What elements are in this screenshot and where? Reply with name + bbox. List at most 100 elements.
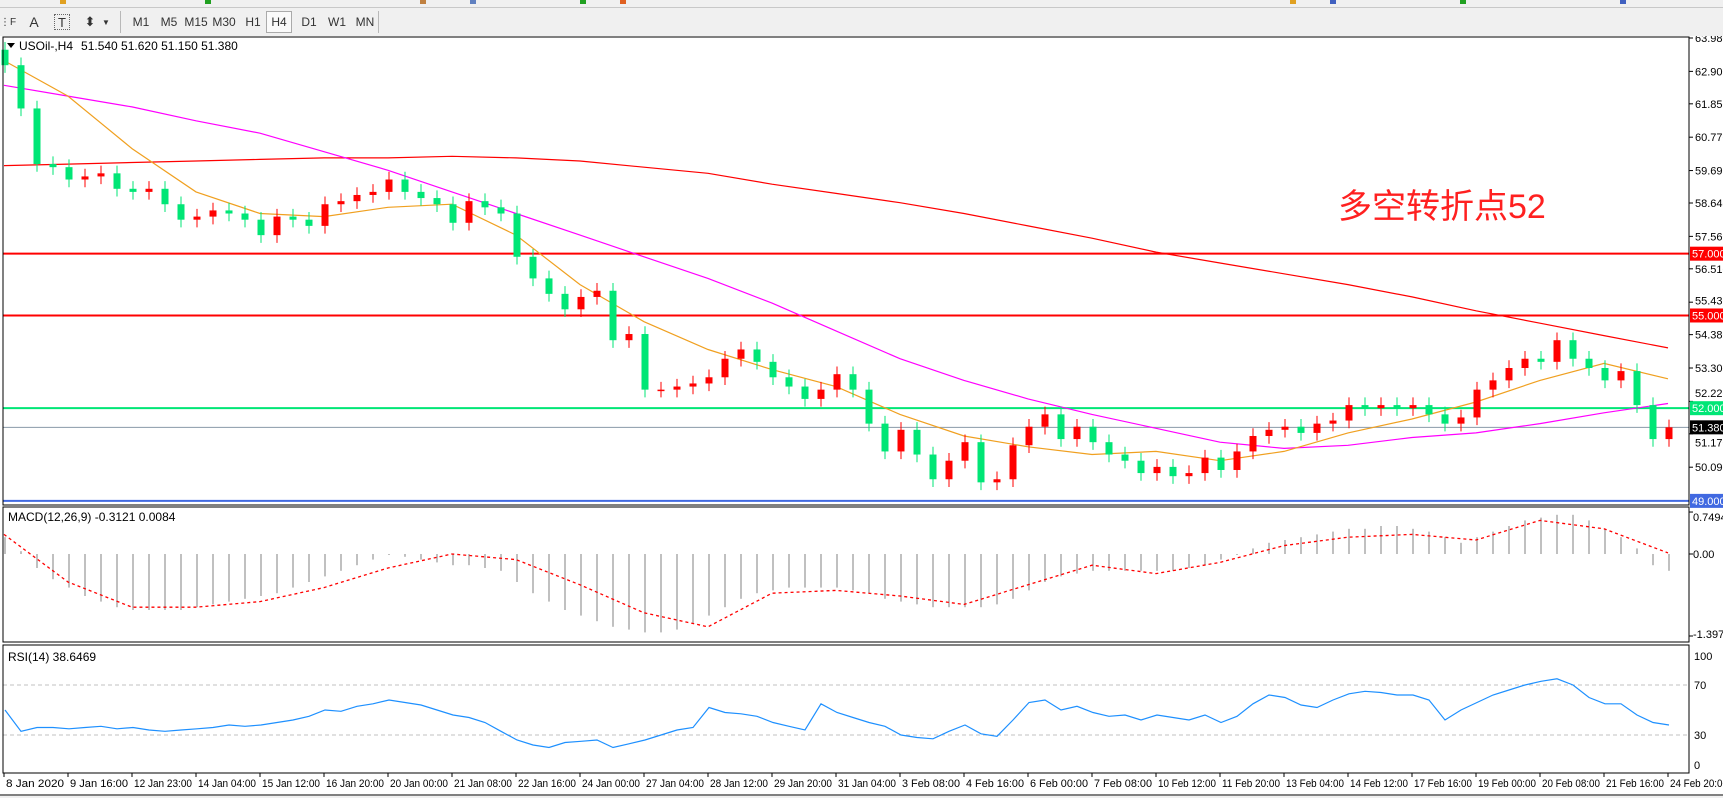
bearish-candle[interactable] xyxy=(401,179,409,192)
rsi-panel[interactable]: 100 70 30 0 xyxy=(3,651,1712,772)
bearish-candle[interactable] xyxy=(417,191,425,199)
bearish-candle[interactable] xyxy=(1057,414,1065,440)
toolbar-icon-fragment[interactable] xyxy=(1620,0,1626,4)
bearish-candle[interactable] xyxy=(1649,405,1657,440)
bearish-candle[interactable] xyxy=(1217,457,1225,470)
bearish-candle[interactable] xyxy=(1361,405,1369,409)
bearish-candle[interactable] xyxy=(609,290,617,341)
bullish-candle[interactable] xyxy=(1313,423,1321,433)
text-label-icon[interactable]: T xyxy=(54,14,70,30)
bearish-candle[interactable] xyxy=(241,213,249,220)
toolbar-icon-fragment[interactable] xyxy=(420,0,426,4)
price-panel[interactable]: 63.980 62.900 61.850 60.770 59.690 58.640 57.5… xyxy=(1,36,1723,508)
bullish-candle[interactable] xyxy=(385,179,393,192)
bearish-candle[interactable] xyxy=(305,219,313,226)
bearish-candle[interactable] xyxy=(529,256,537,279)
bullish-candle[interactable] xyxy=(1153,466,1161,474)
bearish-candle[interactable] xyxy=(49,164,57,168)
toolbar-icon-fragment[interactable] xyxy=(580,0,586,4)
bullish-candle[interactable] xyxy=(1553,340,1561,362)
bearish-candle[interactable] xyxy=(289,216,297,220)
bullish-candle[interactable] xyxy=(1489,380,1497,390)
bullish-candle[interactable] xyxy=(97,173,105,177)
bullish-candle[interactable] xyxy=(1265,429,1273,436)
bullish-candle[interactable] xyxy=(369,191,377,195)
bullish-candle[interactable] xyxy=(465,201,473,223)
grid-f-icon[interactable]: ⋮F xyxy=(0,16,17,28)
bearish-candle[interactable] xyxy=(257,219,265,236)
bearish-candle[interactable] xyxy=(1441,414,1449,424)
bearish-candle[interactable] xyxy=(913,429,921,455)
bullish-candle[interactable] xyxy=(897,429,905,452)
toolbar-icon-fragment[interactable] xyxy=(1330,0,1336,4)
bearish-candle[interactable] xyxy=(977,442,985,483)
chart-window[interactable]: 63.980 62.900 61.850 60.770 59.690 58.640 57.5… xyxy=(0,36,1723,798)
bearish-candle[interactable] xyxy=(1601,368,1609,381)
bearish-candle[interactable] xyxy=(1585,358,1593,369)
bearish-candle[interactable] xyxy=(225,210,233,214)
bearish-candle[interactable] xyxy=(801,386,809,399)
bearish-candle[interactable] xyxy=(65,167,73,180)
bearish-candle[interactable] xyxy=(1169,466,1177,477)
bearish-candle[interactable] xyxy=(865,389,873,424)
bullish-candle[interactable] xyxy=(1185,473,1193,477)
bullish-candle[interactable] xyxy=(721,358,729,378)
bearish-candle[interactable] xyxy=(1137,460,1145,474)
bullish-candle[interactable] xyxy=(993,479,1001,483)
bullish-candle[interactable] xyxy=(945,460,953,480)
timeframe-m5-button[interactable]: M5 xyxy=(160,15,178,29)
bearish-candle[interactable] xyxy=(513,213,521,257)
bullish-candle[interactable] xyxy=(1201,457,1209,474)
timeframe-w1-button[interactable]: W1 xyxy=(328,15,346,29)
bearish-candle[interactable] xyxy=(433,198,441,205)
timeframe-d1-button[interactable]: D1 xyxy=(301,15,317,29)
macd-panel[interactable]: 0.7494 0.00 -1.3973 xyxy=(3,511,1723,641)
toolbar-icon-fragment[interactable] xyxy=(205,0,211,4)
bullish-candle[interactable] xyxy=(81,176,89,180)
bullish-candle[interactable] xyxy=(737,349,745,359)
toolbar-icon-fragment[interactable] xyxy=(1290,0,1296,4)
bearish-candle[interactable] xyxy=(1537,358,1545,362)
bearish-candle[interactable] xyxy=(1425,405,1433,415)
bearish-candle[interactable] xyxy=(1,49,9,66)
bullish-candle[interactable] xyxy=(1041,414,1049,427)
bullish-candle[interactable] xyxy=(1457,417,1465,424)
bullish-candle[interactable] xyxy=(273,216,281,236)
bearish-candle[interactable] xyxy=(161,188,169,205)
bearish-candle[interactable] xyxy=(753,349,761,362)
bearish-candle[interactable] xyxy=(1089,426,1097,443)
toolbar-icon-fragment[interactable] xyxy=(620,0,626,4)
timeframe-m30-button[interactable]: M30 xyxy=(212,15,236,29)
bearish-candle[interactable] xyxy=(881,423,889,452)
bearish-candle[interactable] xyxy=(849,374,857,390)
bearish-candle[interactable] xyxy=(641,334,649,390)
bullish-candle[interactable] xyxy=(209,210,217,217)
bearish-candle[interactable] xyxy=(113,173,121,189)
timeframe-mn-button[interactable]: MN xyxy=(355,15,375,29)
bearish-candle[interactable] xyxy=(449,204,457,223)
bullish-candle[interactable] xyxy=(1025,426,1033,446)
bullish-candle[interactable] xyxy=(657,389,665,392)
toolbar-icon-fragment[interactable] xyxy=(60,0,66,4)
bullish-candle[interactable] xyxy=(833,374,841,390)
bullish-candle[interactable] xyxy=(1345,405,1353,421)
bearish-candle[interactable] xyxy=(1297,426,1305,433)
bullish-candle[interactable] xyxy=(689,383,697,387)
bearish-candle[interactable] xyxy=(545,278,553,294)
chevron-down-icon[interactable]: ▼ xyxy=(102,17,110,27)
bullish-candle[interactable] xyxy=(145,188,153,192)
bullish-candle[interactable] xyxy=(1009,445,1017,480)
bullish-candle[interactable] xyxy=(1505,368,1513,381)
bearish-candle[interactable] xyxy=(129,188,137,192)
bearish-candle[interactable] xyxy=(1569,340,1577,359)
bearish-candle[interactable] xyxy=(33,108,41,165)
bullish-candle[interactable] xyxy=(1617,371,1625,381)
timeframe-m1-button[interactable]: M1 xyxy=(132,15,150,29)
timeframe-h4-button[interactable]: H4 xyxy=(266,11,292,33)
bullish-candle[interactable] xyxy=(961,442,969,461)
bearish-candle[interactable] xyxy=(769,361,777,378)
bullish-candle[interactable] xyxy=(593,290,601,297)
bearish-candle[interactable] xyxy=(1393,405,1401,409)
collapse-triangle-icon[interactable] xyxy=(7,43,15,48)
arrows-icon[interactable]: ⬍ xyxy=(84,14,96,29)
